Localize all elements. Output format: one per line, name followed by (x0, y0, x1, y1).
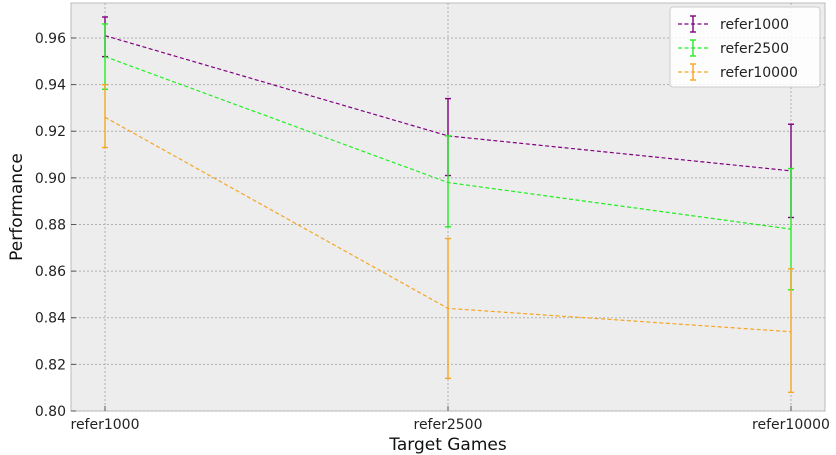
legend-label: refer2500 (720, 41, 789, 57)
y-tick-label: 0.82 (35, 357, 66, 373)
y-axis-title: Performance (7, 153, 27, 261)
y-tick-label: 0.92 (35, 124, 66, 140)
series-refer10000 (102, 83, 794, 394)
legend-label: refer1000 (720, 17, 789, 33)
y-tick-label: 0.88 (35, 217, 66, 233)
legend: refer1000 refer2500 refer10000 (669, 6, 821, 88)
series-layer (102, 16, 794, 394)
x-tick-label: refer10000 (752, 417, 830, 433)
series-line (104, 35, 792, 172)
y-tick-label: 0.90 (35, 171, 66, 187)
legend-box (669, 6, 821, 88)
x-tick-label: refer2500 (414, 417, 483, 433)
y-tick-label: 0.86 (35, 264, 66, 280)
y-tick-label: 0.94 (35, 78, 66, 94)
legend-label: refer10000 (720, 65, 798, 81)
y-tick-label: 0.84 (35, 311, 66, 327)
y-tick-labels: 0.80 0.82 0.84 0.86 0.88 0.90 0.92 0.94 0.96 (35, 31, 76, 420)
x-axis-title: Target Games (388, 435, 507, 455)
y-tick-label: 0.96 (35, 31, 66, 47)
x-tick-label: refer1000 (71, 417, 140, 433)
x-tick-labels: refer1000 refer2500 refer10000 (71, 406, 830, 433)
y-tick-label: 0.80 (35, 404, 66, 420)
